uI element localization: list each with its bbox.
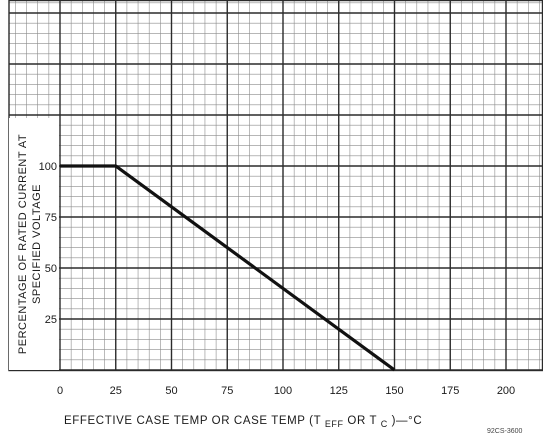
x-tick-labels: 0 25 50 75 100 125 150 175 200 bbox=[57, 385, 515, 397]
x-tick-label: 0 bbox=[57, 385, 63, 397]
x-tick-label: 50 bbox=[165, 385, 177, 397]
y-axis-label: PERCENTAGE OF RATED CURRENT AT SPECIFIED… bbox=[17, 134, 43, 354]
derating-curve bbox=[60, 164, 396, 372]
x-axis-label-sub-eff: EFF bbox=[325, 419, 344, 429]
x-axis-label-main: EFFECTIVE CASE TEMP OR CASE TEMP (T bbox=[64, 415, 321, 427]
y-axis-label-line-2: SPECIFIED VOLTAGE bbox=[31, 184, 43, 304]
series-layer bbox=[60, 164, 396, 372]
x-axis-label-mid: OR T bbox=[347, 415, 376, 427]
y-axis-label-panel bbox=[9, 118, 59, 370]
x-tick-label: 75 bbox=[221, 385, 233, 397]
y-axis-label-line-1: PERCENTAGE OF RATED CURRENT AT bbox=[17, 134, 29, 354]
y-tick-label: 50 bbox=[45, 263, 57, 275]
x-tick-label: 100 bbox=[274, 385, 292, 397]
y-tick-labels: 25 50 75 100 bbox=[39, 161, 57, 326]
x-axis-label: EFFECTIVE CASE TEMP OR CASE TEMP (T EFF … bbox=[64, 415, 422, 430]
x-tick-label: 150 bbox=[385, 385, 403, 397]
y-tick-label: 75 bbox=[45, 212, 57, 224]
x-tick-label: 200 bbox=[497, 385, 515, 397]
x-tick-label: 125 bbox=[330, 385, 348, 397]
y-tick-label: 25 bbox=[45, 314, 57, 326]
x-tick-label: 25 bbox=[110, 385, 122, 397]
x-axis-label-end: )—°C bbox=[392, 415, 423, 427]
figure-code: 92CS-3600 bbox=[487, 428, 523, 435]
x-axis-label-sub-c: C bbox=[381, 419, 388, 429]
grid-minor bbox=[9, 0, 543, 370]
y-tick-label: 100 bbox=[39, 161, 57, 173]
x-tick-label: 175 bbox=[441, 385, 459, 397]
